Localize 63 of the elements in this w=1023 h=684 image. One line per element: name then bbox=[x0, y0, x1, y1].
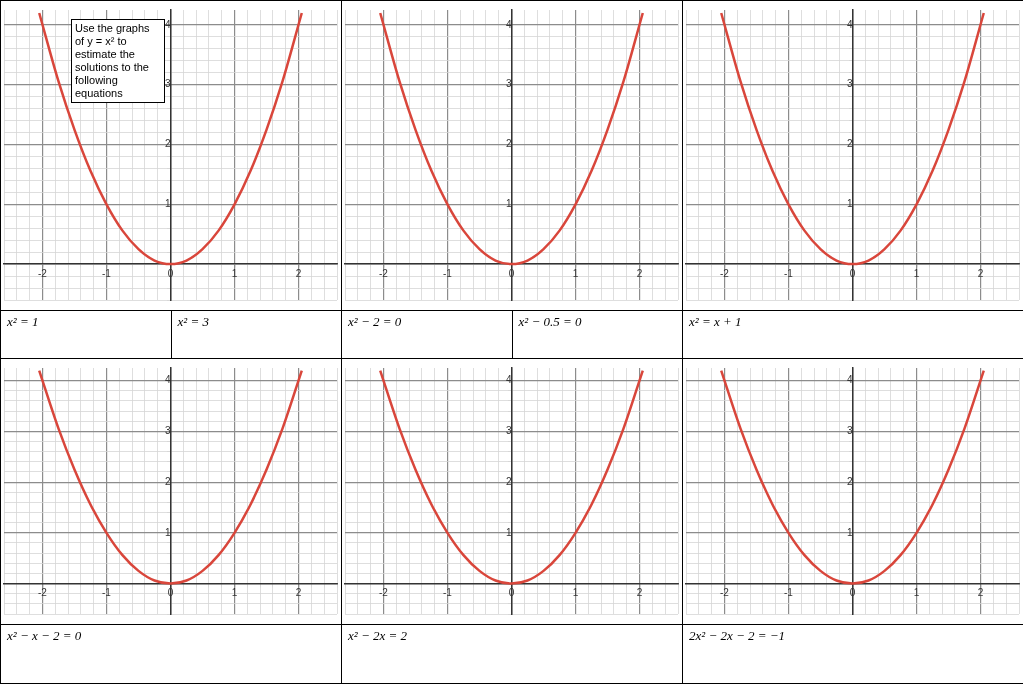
x-tick-label: 1 bbox=[231, 267, 238, 279]
x-tick-label: 1 bbox=[572, 267, 579, 279]
x-tick-label: -2 bbox=[378, 587, 389, 599]
x-tick-label: 1 bbox=[572, 587, 579, 599]
y-tick-label: 1 bbox=[164, 198, 171, 210]
x-tick-label: -1 bbox=[443, 587, 453, 599]
y-tick-label: 2 bbox=[164, 138, 171, 150]
x-tick-label: 1 bbox=[913, 587, 920, 599]
y-tick-label: 4 bbox=[846, 374, 853, 386]
text: Use the graphs of y = x² to estimate the solutions to the following equations bbox=[71, 19, 165, 103]
text: x² − 0.5 = 0 bbox=[511, 310, 683, 359]
y-tick-label: 4 bbox=[846, 18, 853, 30]
y-tick-label: 1 bbox=[164, 526, 171, 538]
x-tick-label: -1 bbox=[784, 267, 794, 279]
y-tick-label: 2 bbox=[505, 138, 512, 150]
x-tick-label: -1 bbox=[443, 267, 453, 279]
line-series bbox=[37, 369, 304, 585]
x-tick-label: 2 bbox=[295, 587, 302, 599]
text: x² = 1 bbox=[0, 310, 172, 359]
x-tick-label: 1 bbox=[231, 587, 238, 599]
text: x² − 2x = 2 bbox=[341, 624, 683, 684]
y-tick-label: 4 bbox=[164, 374, 171, 386]
y-tick-label: 4 bbox=[164, 18, 171, 30]
y-tick-label: 3 bbox=[505, 425, 512, 437]
line-series bbox=[37, 11, 304, 266]
x-tick-label: -2 bbox=[37, 587, 48, 599]
x-tick-label: 2 bbox=[636, 267, 643, 279]
y-tick-label: 2 bbox=[164, 475, 171, 487]
text: x² − 2 = 0 bbox=[341, 310, 513, 359]
y-tick-label: 2 bbox=[846, 138, 853, 150]
y-tick-label: 1 bbox=[846, 198, 853, 210]
y-tick-label: 3 bbox=[846, 425, 853, 437]
x-tick-label: 2 bbox=[977, 267, 984, 279]
y-tick-label: 3 bbox=[505, 78, 512, 90]
x-tick-label: -1 bbox=[102, 587, 112, 599]
text: x² − x − 2 = 0 bbox=[0, 624, 342, 684]
y-tick-label: 3 bbox=[846, 78, 853, 90]
x-tick-label: -1 bbox=[784, 587, 794, 599]
text: 2x² − 2x − 2 = −1 bbox=[682, 624, 1023, 684]
y-tick-label: 3 bbox=[164, 78, 171, 90]
x-tick-label: -2 bbox=[378, 267, 389, 279]
x-tick-label: 2 bbox=[977, 587, 984, 599]
y-tick-label: 2 bbox=[846, 475, 853, 487]
x-tick-label: 2 bbox=[636, 587, 643, 599]
line-series bbox=[378, 369, 645, 585]
line-series bbox=[719, 11, 986, 266]
y-tick-label: 1 bbox=[846, 526, 853, 538]
text: x² = 3 bbox=[170, 310, 342, 359]
y-tick-label: 1 bbox=[505, 198, 512, 210]
x-tick-label: -2 bbox=[719, 587, 730, 599]
x-tick-label: -1 bbox=[102, 267, 112, 279]
x-tick-label: 1 bbox=[913, 267, 920, 279]
y-tick-label: 4 bbox=[505, 374, 512, 386]
x-tick-label: -2 bbox=[37, 267, 48, 279]
y-tick-label: 3 bbox=[164, 425, 171, 437]
line-series bbox=[719, 369, 986, 585]
x-tick-label: -2 bbox=[719, 267, 730, 279]
y-tick-label: 1 bbox=[505, 526, 512, 538]
y-tick-label: 2 bbox=[505, 475, 512, 487]
y-tick-label: 4 bbox=[505, 18, 512, 30]
x-tick-label: 2 bbox=[295, 267, 302, 279]
text: x² = x + 1 bbox=[682, 310, 1023, 359]
line-series bbox=[378, 11, 645, 266]
